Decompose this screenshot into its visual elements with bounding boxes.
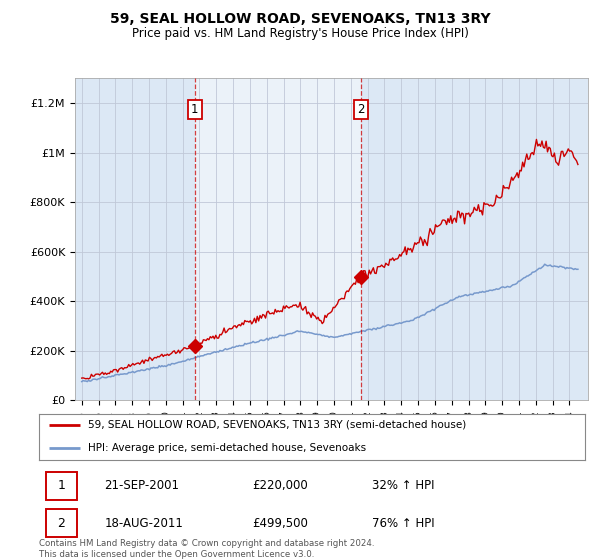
Text: 1: 1 (191, 103, 199, 116)
Text: HPI: Average price, semi-detached house, Sevenoaks: HPI: Average price, semi-detached house,… (88, 443, 366, 453)
Text: 59, SEAL HOLLOW ROAD, SEVENOAKS, TN13 3RY: 59, SEAL HOLLOW ROAD, SEVENOAKS, TN13 3R… (110, 12, 490, 26)
Text: £220,000: £220,000 (252, 479, 308, 492)
Text: 21-SEP-2001: 21-SEP-2001 (104, 479, 179, 492)
Text: Price paid vs. HM Land Registry's House Price Index (HPI): Price paid vs. HM Land Registry's House … (131, 27, 469, 40)
Text: 76% ↑ HPI: 76% ↑ HPI (372, 517, 434, 530)
Text: 32% ↑ HPI: 32% ↑ HPI (372, 479, 434, 492)
FancyBboxPatch shape (46, 510, 77, 537)
Text: 2: 2 (358, 103, 365, 116)
Bar (195, 78, 361, 400)
Text: 59, SEAL HOLLOW ROAD, SEVENOAKS, TN13 3RY (semi-detached house): 59, SEAL HOLLOW ROAD, SEVENOAKS, TN13 3R… (88, 420, 466, 430)
Text: £499,500: £499,500 (252, 517, 308, 530)
Text: 18-AUG-2011: 18-AUG-2011 (104, 517, 184, 530)
Text: 2: 2 (58, 517, 65, 530)
Text: Contains HM Land Registry data © Crown copyright and database right 2024.
This d: Contains HM Land Registry data © Crown c… (39, 539, 374, 559)
FancyBboxPatch shape (46, 472, 77, 500)
Text: 1: 1 (58, 479, 65, 492)
